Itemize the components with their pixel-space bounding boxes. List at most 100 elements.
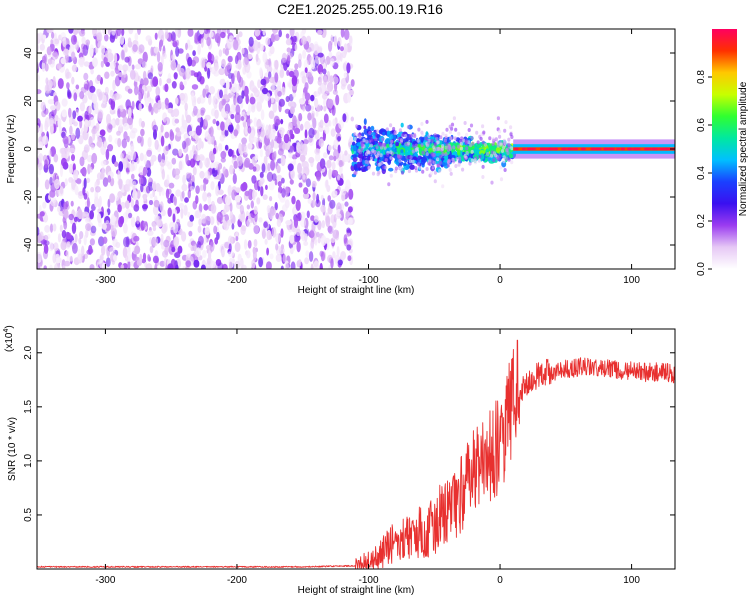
heatmap-cell [107, 52, 114, 62]
heatmap-cell [606, 147, 611, 151]
heatmap-cell [361, 132, 365, 137]
heatmap-cell [363, 125, 367, 130]
heatmap-cell [68, 177, 72, 183]
heatmap-cell [396, 147, 401, 153]
heatmap-cell [346, 244, 352, 251]
heatmap-cell [295, 199, 301, 211]
heatmap-cell [139, 253, 143, 263]
heatmap-cell [100, 45, 106, 55]
heatmap-cell [65, 250, 70, 258]
heatmap-cell [300, 211, 306, 220]
heatmap-cell [250, 200, 254, 209]
heatmap-cell [128, 212, 133, 219]
heatmap-cell [591, 147, 596, 151]
heatmap-cell [68, 163, 74, 174]
heatmap-cell [173, 108, 180, 117]
heatmap-cell [233, 39, 239, 51]
heatmap-cell [313, 215, 319, 223]
heatmap-cell [74, 233, 78, 243]
heatmap-cell [596, 147, 601, 151]
heatmap-cell [81, 36, 86, 45]
heatmap-cell [60, 57, 66, 65]
heatmap-cell [64, 178, 68, 187]
heatmap-cell [303, 187, 309, 195]
heatmap-cell [199, 29, 205, 35]
heatmap-cell [457, 131, 461, 136]
heatmap-cell [184, 102, 188, 111]
heatmap-cell [62, 135, 69, 145]
heatmap-cell [206, 192, 212, 198]
heatmap-cell [129, 69, 136, 80]
heatmap-cell [61, 157, 67, 167]
heatmap-cell [44, 159, 48, 169]
heatmap-cell [175, 46, 180, 57]
heatmap-cell [425, 143, 429, 148]
heatmap-cell [107, 144, 114, 152]
heatmap-cell [305, 178, 311, 188]
heatmap-cell [174, 118, 180, 124]
heatmap-cell [323, 152, 328, 159]
heatmap-cell [82, 211, 89, 217]
heatmap-cell [234, 98, 238, 106]
heatmap-cell [227, 184, 232, 197]
heatmap-cell [170, 31, 176, 42]
heatmap-cell [361, 168, 366, 172]
heatmap-cell [89, 210, 94, 220]
heatmap-cell [444, 133, 448, 138]
heatmap-cell [289, 106, 295, 114]
heatmap-cell [120, 153, 124, 159]
heatmap-cell [140, 183, 144, 193]
heatmap-cell [302, 105, 306, 112]
heatmap-cell [149, 193, 154, 199]
heatmap-cell [161, 168, 165, 180]
heatmap-cell [229, 202, 233, 213]
heatmap-cell [319, 262, 323, 269]
heatmap-cell [414, 166, 418, 170]
heatmap-cell [353, 171, 357, 176]
heatmap-cell [149, 245, 154, 254]
heatmap-cell [541, 147, 546, 151]
heatmap-cell [208, 127, 212, 135]
heatmap-cell [406, 125, 410, 129]
heatmap-cell [499, 165, 503, 170]
heatmap-cell [238, 76, 244, 88]
heatmap-cell [83, 192, 88, 200]
heatmap-cell [323, 113, 329, 124]
heatmap-cell [273, 150, 277, 158]
heatmap-cell [244, 190, 250, 197]
heatmap-cell [465, 146, 469, 151]
heatmap-cell [298, 53, 302, 62]
y-tick-label: -40 [23, 237, 34, 252]
snr-y-multiplier-close: ) [4, 325, 15, 328]
heatmap-cell [491, 137, 496, 142]
heatmap-cell [502, 155, 506, 160]
heatmap-cell [258, 257, 263, 268]
heatmap-cell [498, 134, 502, 139]
heatmap-cell [69, 115, 73, 127]
heatmap-cell [41, 60, 46, 72]
heatmap-cell [114, 75, 121, 87]
heatmap-cell [502, 159, 506, 164]
heatmap-cell [296, 241, 301, 253]
heatmap-cell [246, 204, 251, 210]
heatmap-cell [433, 170, 437, 175]
heatmap-cell [247, 125, 252, 134]
heatmap-cell [185, 260, 191, 268]
heatmap-cell [92, 29, 98, 37]
heatmap-cell [275, 243, 279, 251]
heatmap-cell [47, 58, 53, 65]
heatmap-cell [300, 218, 307, 228]
heatmap-cell [254, 29, 261, 37]
heatmap-cell [316, 170, 321, 182]
heatmap-cell [439, 154, 443, 159]
heatmap-cell [181, 190, 185, 199]
heatmap-cell [43, 244, 49, 254]
heatmap-cell [207, 67, 211, 79]
heatmap-cell [311, 112, 315, 123]
heatmap-cell [331, 161, 336, 171]
heatmap-cell [277, 80, 282, 91]
heatmap-cell [50, 105, 56, 111]
heatmap-cell [383, 145, 387, 150]
heatmap-cell [377, 162, 381, 167]
heatmap-cell [274, 34, 280, 41]
